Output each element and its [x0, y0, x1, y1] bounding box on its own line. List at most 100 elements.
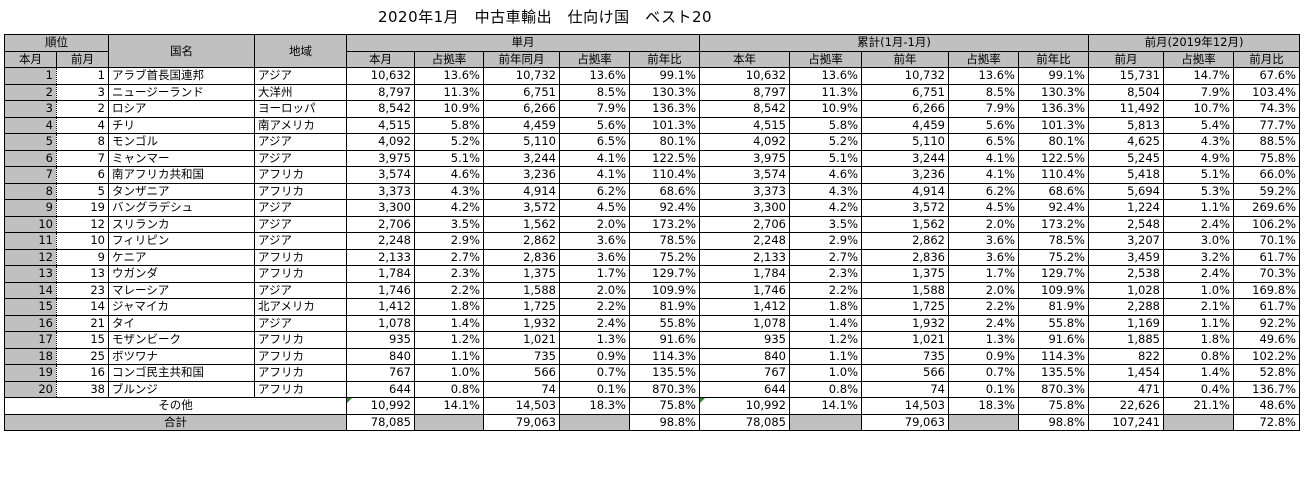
value-cell[interactable]: 3.2%: [1163, 248, 1234, 266]
value-cell[interactable]: 101.3%: [629, 116, 700, 134]
total-value-cell[interactable]: 72.8%: [1233, 413, 1300, 431]
value-cell[interactable]: 4.1%: [559, 149, 630, 167]
value-cell[interactable]: 67.6%: [1233, 67, 1300, 85]
value-cell[interactable]: 13.6%: [948, 67, 1019, 85]
value-cell[interactable]: 0.7%: [948, 364, 1019, 382]
value-cell[interactable]: 1.4%: [1163, 364, 1234, 382]
value-cell[interactable]: 11.3%: [414, 83, 484, 101]
region-cell[interactable]: アジア: [254, 199, 347, 217]
value-cell[interactable]: 70.1%: [1233, 232, 1300, 250]
rank-previous-cell[interactable]: 25: [56, 347, 109, 365]
value-cell[interactable]: 7.9%: [1163, 83, 1234, 101]
others-value-cell[interactable]: 75.8%: [1018, 397, 1089, 415]
value-cell[interactable]: 10.9%: [414, 100, 484, 118]
value-cell[interactable]: 110.4%: [1018, 166, 1089, 184]
value-cell[interactable]: 840: [346, 347, 415, 365]
value-cell[interactable]: 3,975: [346, 149, 415, 167]
value-cell[interactable]: 3.5%: [414, 215, 484, 233]
value-cell[interactable]: 10,632: [346, 67, 415, 85]
region-cell[interactable]: アフリカ: [254, 331, 347, 349]
rank-previous-cell[interactable]: 15: [56, 331, 109, 349]
value-cell[interactable]: 822: [1088, 347, 1164, 365]
value-cell[interactable]: 5.4%: [1163, 116, 1234, 134]
rank-current-cell[interactable]: 20: [4, 380, 57, 398]
rank-current-cell[interactable]: 14: [4, 281, 57, 299]
value-cell[interactable]: 14.7%: [1163, 67, 1234, 85]
country-cell[interactable]: ブルンジ: [108, 380, 255, 398]
value-cell[interactable]: 3,572: [861, 199, 949, 217]
value-cell[interactable]: 1,885: [1088, 331, 1164, 349]
country-cell[interactable]: ジャマイカ: [108, 298, 255, 316]
value-cell[interactable]: 1.4%: [789, 314, 862, 332]
rank-current-cell[interactable]: 19: [4, 364, 57, 382]
total-value-cell[interactable]: 79,063: [483, 413, 560, 431]
value-cell[interactable]: 135.5%: [629, 364, 700, 382]
value-cell[interactable]: 5.8%: [414, 116, 484, 134]
country-cell[interactable]: フィリピン: [108, 232, 255, 250]
region-cell[interactable]: アジア: [254, 67, 347, 85]
value-cell[interactable]: 4,515: [346, 116, 415, 134]
value-cell[interactable]: 10,732: [483, 67, 560, 85]
value-cell[interactable]: 10.9%: [789, 100, 862, 118]
value-cell[interactable]: 1,375: [483, 265, 560, 283]
value-cell[interactable]: 92.2%: [1233, 314, 1300, 332]
value-cell[interactable]: 2.9%: [789, 232, 862, 250]
value-cell[interactable]: 6,266: [483, 100, 560, 118]
others-value-cell[interactable]: 48.6%: [1233, 397, 1300, 415]
value-cell[interactable]: 52.8%: [1233, 364, 1300, 382]
value-cell[interactable]: 4.3%: [789, 182, 862, 200]
value-cell[interactable]: 129.7%: [1018, 265, 1089, 283]
value-cell[interactable]: 1.0%: [414, 364, 484, 382]
value-cell[interactable]: 10.7%: [1163, 100, 1234, 118]
value-cell[interactable]: 7.9%: [559, 100, 630, 118]
region-cell[interactable]: アジア: [254, 149, 347, 167]
value-cell[interactable]: 5.2%: [414, 133, 484, 151]
value-cell[interactable]: 74: [861, 380, 949, 398]
value-cell[interactable]: 5.2%: [789, 133, 862, 151]
value-cell[interactable]: 2.0%: [948, 215, 1019, 233]
total-value-cell[interactable]: 79,063: [861, 413, 949, 431]
region-cell[interactable]: アジア: [254, 133, 347, 151]
value-cell[interactable]: 10,632: [699, 67, 790, 85]
value-cell[interactable]: 870.3%: [629, 380, 700, 398]
value-cell[interactable]: 110.4%: [629, 166, 700, 184]
value-cell[interactable]: 122.5%: [1018, 149, 1089, 167]
value-cell[interactable]: 4,914: [861, 182, 949, 200]
region-cell[interactable]: アフリカ: [254, 364, 347, 382]
value-cell[interactable]: 3,244: [483, 149, 560, 167]
value-cell[interactable]: 4,459: [483, 116, 560, 134]
value-cell[interactable]: 1,454: [1088, 364, 1164, 382]
value-cell[interactable]: 4.3%: [1163, 133, 1234, 151]
country-cell[interactable]: ケニア: [108, 248, 255, 266]
value-cell[interactable]: 7.9%: [948, 100, 1019, 118]
value-cell[interactable]: 91.6%: [629, 331, 700, 349]
value-cell[interactable]: 68.6%: [1018, 182, 1089, 200]
others-value-cell[interactable]: 18.3%: [559, 397, 630, 415]
others-value-cell[interactable]: 22,626: [1088, 397, 1164, 415]
value-cell[interactable]: 1.1%: [789, 347, 862, 365]
value-cell[interactable]: 4,515: [699, 116, 790, 134]
country-cell[interactable]: スリランカ: [108, 215, 255, 233]
value-cell[interactable]: 66.0%: [1233, 166, 1300, 184]
value-cell[interactable]: 3,975: [699, 149, 790, 167]
value-cell[interactable]: 80.1%: [629, 133, 700, 151]
rank-current-cell[interactable]: 9: [4, 199, 57, 217]
value-cell[interactable]: 2,248: [346, 232, 415, 250]
value-cell[interactable]: 5,813: [1088, 116, 1164, 134]
region-cell[interactable]: アフリカ: [254, 182, 347, 200]
total-value-cell[interactable]: [559, 413, 630, 431]
value-cell[interactable]: 4.5%: [948, 199, 1019, 217]
rank-previous-cell[interactable]: 7: [56, 149, 109, 167]
value-cell[interactable]: 1.1%: [414, 347, 484, 365]
region-cell[interactable]: 大洋州: [254, 83, 347, 101]
total-value-cell[interactable]: 107,241: [1088, 413, 1164, 431]
value-cell[interactable]: 8,542: [346, 100, 415, 118]
value-cell[interactable]: 2,248: [699, 232, 790, 250]
value-cell[interactable]: 1,588: [483, 281, 560, 299]
country-cell[interactable]: タンザニア: [108, 182, 255, 200]
value-cell[interactable]: 92.4%: [629, 199, 700, 217]
rank-current-cell[interactable]: 7: [4, 166, 57, 184]
value-cell[interactable]: 566: [483, 364, 560, 382]
rank-previous-cell[interactable]: 16: [56, 364, 109, 382]
rank-current-cell[interactable]: 1: [4, 67, 57, 85]
